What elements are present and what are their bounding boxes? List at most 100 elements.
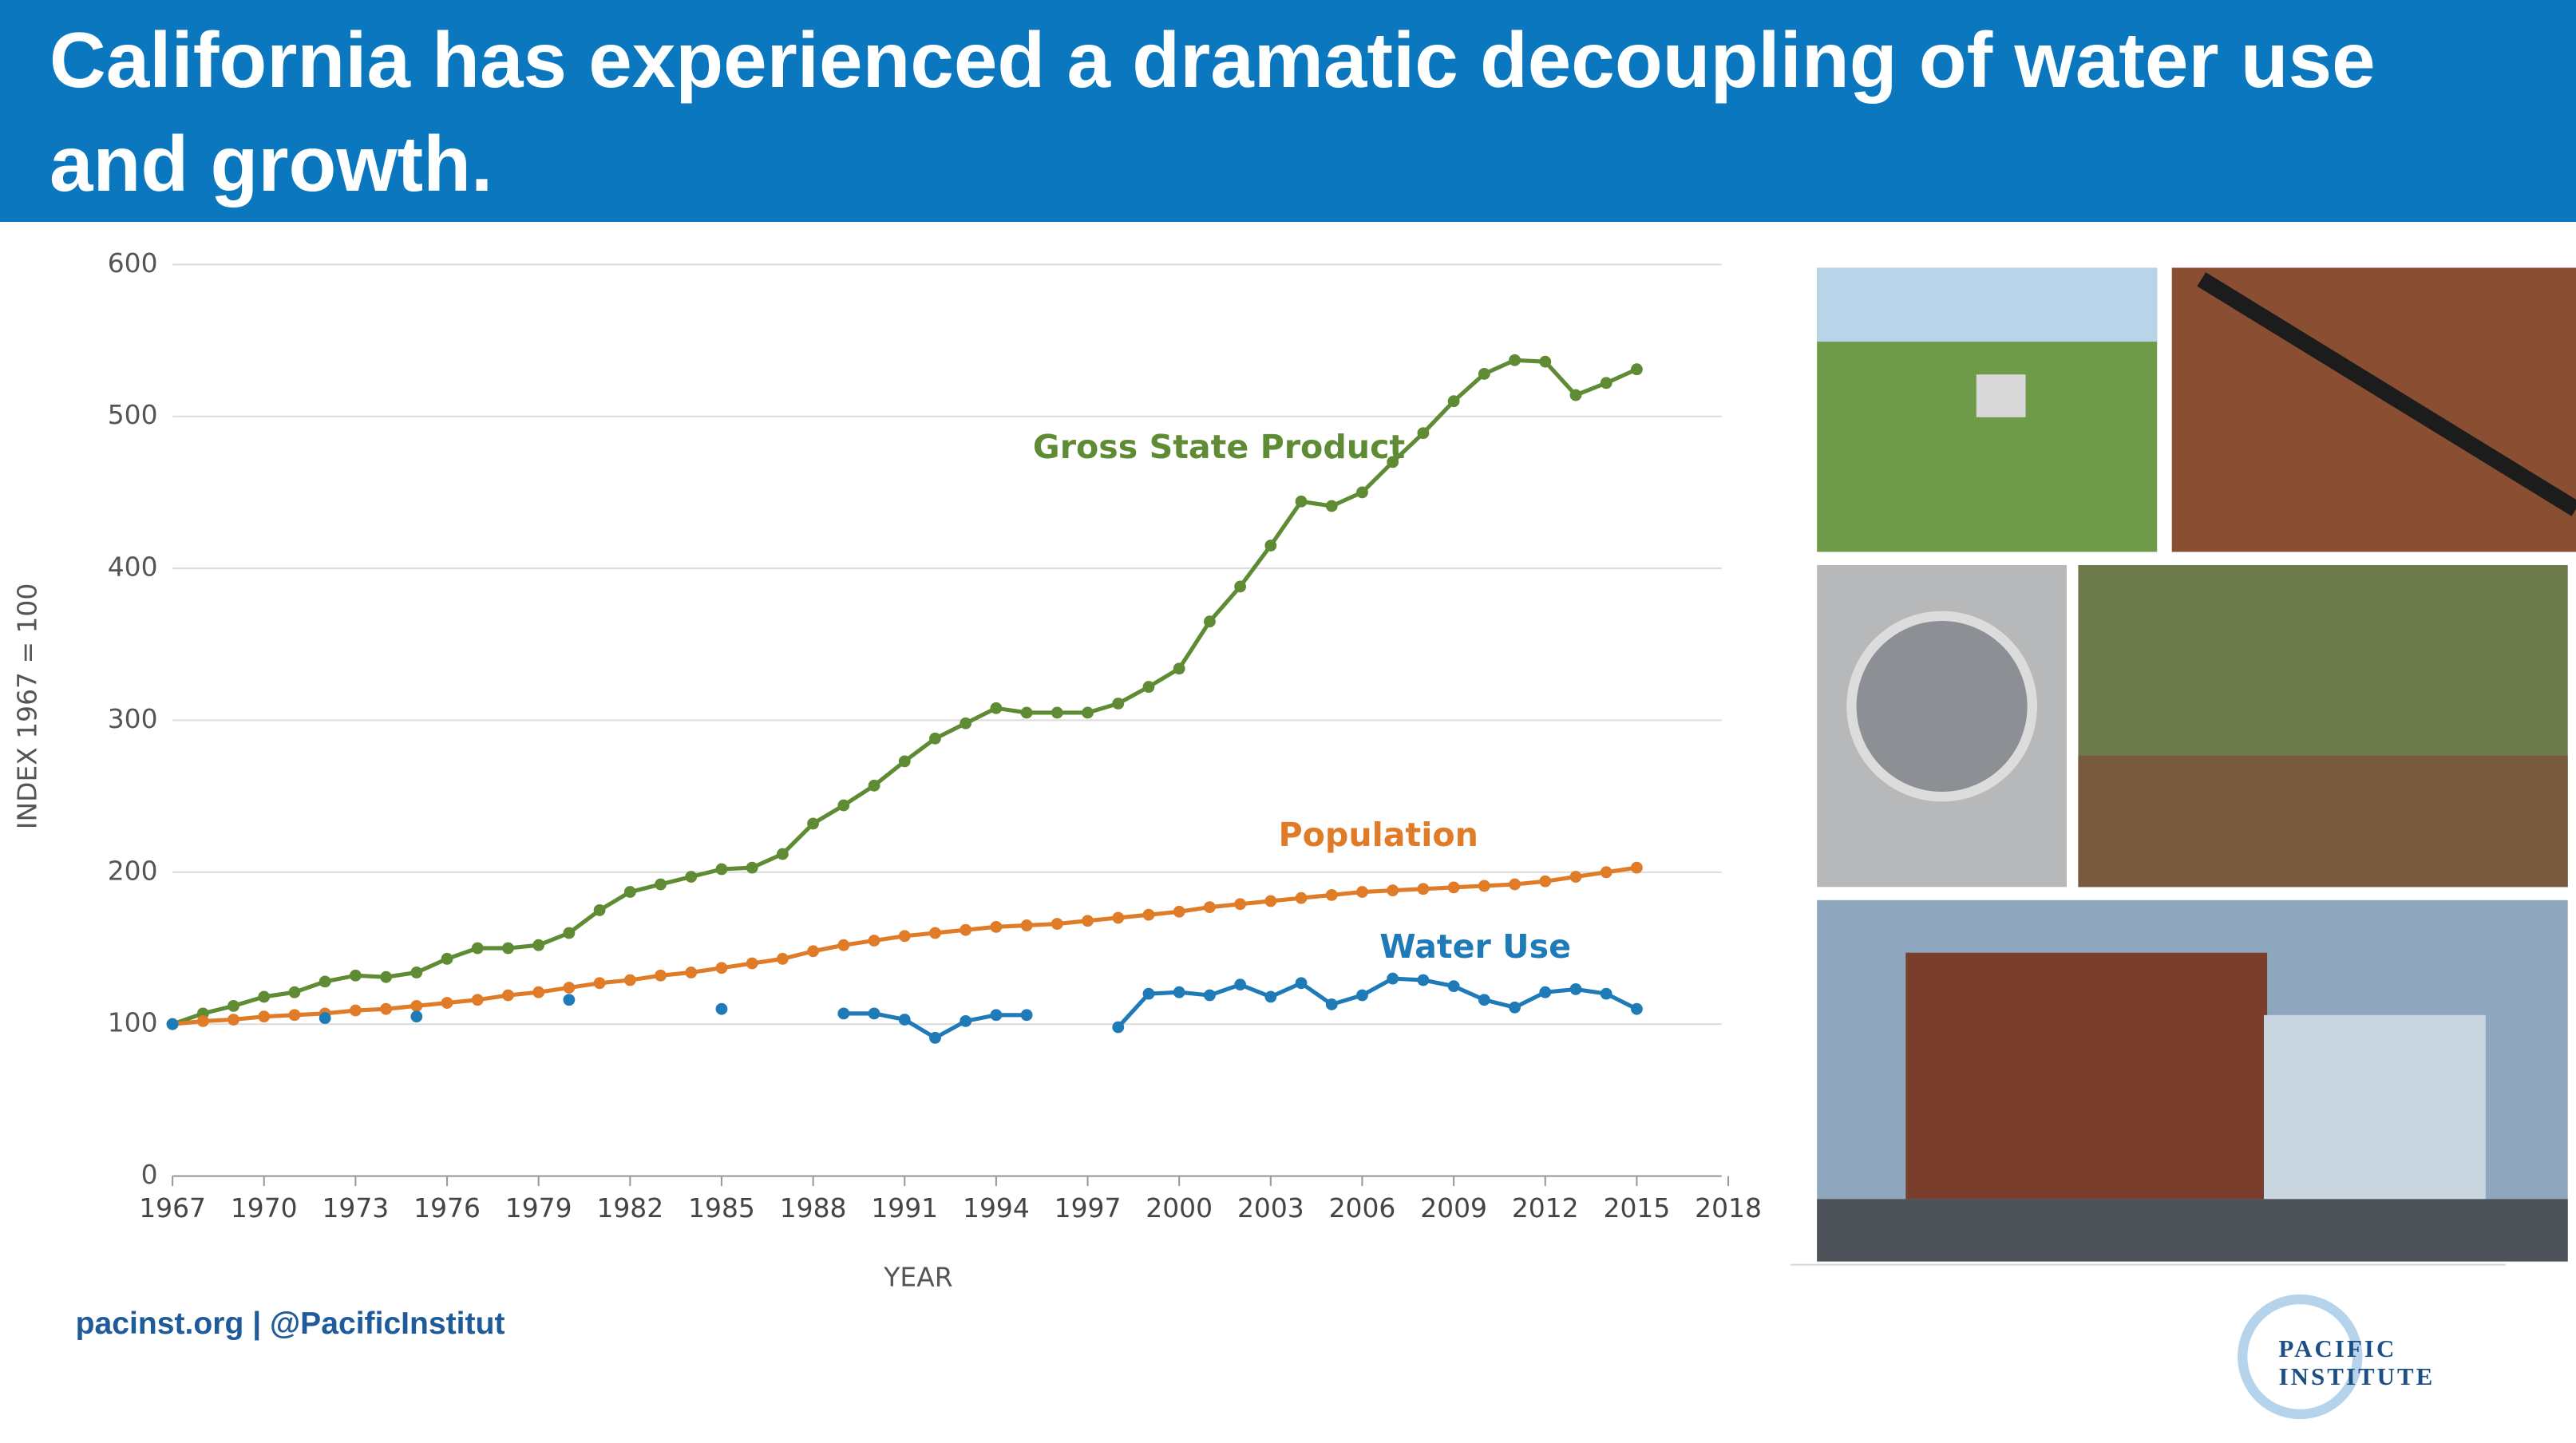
header-bar: California has experienced a dramatic de…	[0, 0, 2576, 222]
data-point	[715, 962, 728, 975]
data-point	[532, 986, 545, 998]
data-point	[1112, 1021, 1125, 1034]
data-point	[898, 1014, 911, 1026]
data-point	[1142, 681, 1155, 693]
data-point	[1387, 884, 1399, 897]
data-point	[228, 1014, 239, 1026]
data-point	[1173, 662, 1185, 675]
photo-sensor	[1976, 374, 2026, 417]
data-point	[655, 969, 667, 982]
x-tick-label: 2006	[1329, 1192, 1396, 1224]
series-line	[172, 358, 1638, 1026]
data-point	[502, 942, 514, 955]
data-point	[471, 994, 484, 1006]
data-point	[1295, 977, 1308, 990]
data-point	[502, 989, 514, 1002]
data-point	[1447, 980, 1460, 993]
data-point	[623, 974, 636, 986]
data-point	[1325, 888, 1338, 901]
data-point	[1509, 878, 1521, 891]
series-label: Population	[1278, 816, 1478, 854]
data-point	[1509, 354, 1521, 366]
data-point	[1417, 427, 1430, 440]
data-point	[1356, 989, 1368, 1002]
data-point	[1051, 706, 1063, 719]
data-point	[258, 1010, 271, 1023]
footer-links: pacinst.org | @PacificInstitut	[76, 1307, 505, 1341]
data-point	[960, 1014, 972, 1027]
data-point	[166, 1018, 179, 1030]
data-point	[1447, 881, 1460, 894]
series-label: Water Use	[1379, 927, 1571, 966]
data-point	[1569, 389, 1582, 401]
data-point	[807, 945, 820, 958]
data-point	[380, 1002, 393, 1015]
data-point	[776, 952, 789, 965]
x-tick-label: 1985	[688, 1192, 755, 1224]
data-point	[1356, 486, 1368, 499]
photo-drip	[2171, 267, 2576, 552]
data-point	[1142, 908, 1155, 921]
data-point	[1539, 875, 1552, 888]
data-point	[746, 957, 758, 970]
slide-title: California has experienced a dramatic de…	[49, 16, 2376, 208]
data-point	[1387, 972, 1399, 985]
data-point	[960, 923, 972, 936]
data-point	[837, 799, 850, 812]
data-point	[1203, 989, 1216, 1002]
data-point	[1478, 880, 1490, 892]
series-label: Gross State Product	[1033, 428, 1405, 466]
data-point	[685, 967, 698, 978]
photo-drip-line	[2197, 272, 2576, 516]
data-point	[349, 1004, 362, 1017]
data-point	[1173, 986, 1185, 998]
x-tick-label: 1982	[596, 1192, 663, 1224]
x-tick-label: 1970	[231, 1192, 298, 1224]
data-point	[1142, 987, 1155, 1000]
data-point	[715, 1002, 728, 1015]
data-point	[1417, 974, 1430, 986]
data-point	[960, 717, 972, 729]
data-point	[410, 967, 423, 978]
x-tick-label: 2015	[1604, 1192, 1671, 1224]
data-point	[807, 817, 820, 830]
data-point	[1447, 395, 1460, 408]
data-point	[441, 997, 453, 1009]
y-tick-label: 100	[108, 1007, 158, 1038]
data-point	[1569, 871, 1582, 883]
data-point	[1478, 994, 1490, 1006]
data-point	[898, 930, 911, 943]
x-tick-label: 1967	[139, 1192, 206, 1224]
photo-washer-door	[1846, 611, 2037, 802]
data-point	[1264, 990, 1277, 1003]
data-point	[1600, 866, 1612, 879]
data-point	[532, 939, 545, 951]
photo-garden-ground	[2078, 755, 2568, 888]
data-point	[623, 886, 636, 898]
data-point	[563, 927, 576, 939]
x-tick-label: 2009	[1420, 1192, 1487, 1224]
data-point	[837, 939, 850, 951]
data-point	[593, 904, 606, 916]
photo-building-glass	[2263, 1014, 2486, 1200]
data-point	[685, 871, 698, 883]
data-point	[228, 999, 239, 1012]
data-point	[319, 1012, 331, 1024]
data-point	[868, 1007, 880, 1020]
y-tick-label: 300	[108, 703, 158, 734]
data-point	[258, 990, 271, 1003]
data-point	[1387, 456, 1399, 468]
x-tick-label: 1997	[1055, 1192, 1122, 1224]
x-tick-label: 2000	[1146, 1192, 1213, 1224]
data-point	[471, 942, 484, 955]
photos	[1791, 267, 2576, 1266]
data-point	[1417, 883, 1430, 895]
data-point	[1295, 891, 1308, 904]
data-point	[410, 1010, 423, 1023]
x-tick-label: 1991	[871, 1192, 938, 1224]
data-point	[288, 1009, 301, 1022]
data-point	[1173, 905, 1185, 918]
x-tick-label: 2003	[1237, 1192, 1304, 1224]
data-point	[1082, 706, 1094, 719]
